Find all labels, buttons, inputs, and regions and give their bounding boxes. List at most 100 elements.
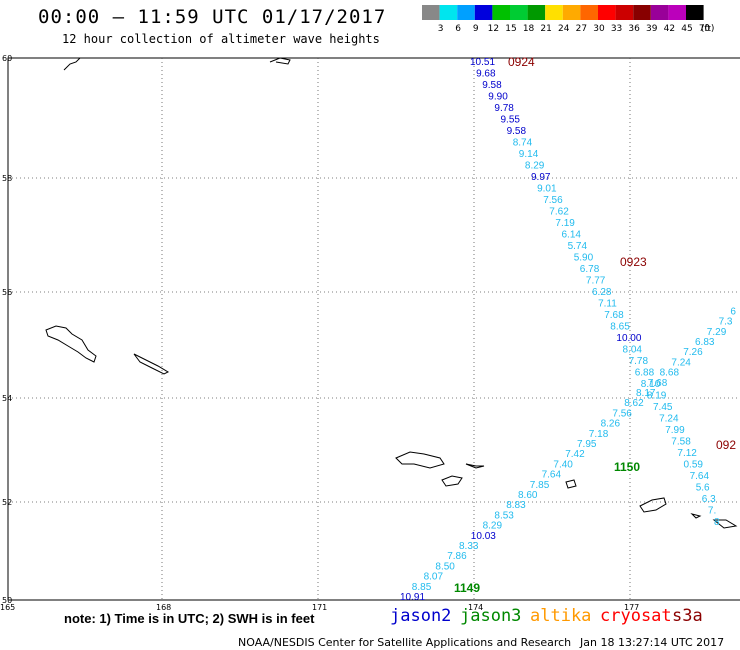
color-scale-label: 15 bbox=[505, 24, 516, 34]
color-scale-label: 70 bbox=[699, 24, 711, 34]
coastline bbox=[441, 475, 463, 487]
track-time-label: 1149 bbox=[454, 581, 480, 595]
track-value: 7.18 bbox=[589, 429, 609, 440]
track-value: 8.62 bbox=[624, 398, 644, 409]
coastline bbox=[45, 325, 97, 363]
color-swatch bbox=[474, 5, 493, 20]
track-value: 7.86 bbox=[447, 551, 467, 562]
track-time-label: 0923 bbox=[620, 255, 647, 269]
color-swatch bbox=[457, 5, 475, 20]
track-value: 7.78 bbox=[629, 356, 649, 367]
track-value: 9.58 bbox=[507, 126, 527, 137]
color-scale-label: 30 bbox=[593, 24, 605, 34]
track-value: 7.99 bbox=[665, 425, 685, 436]
track-time-label: 1150 bbox=[614, 460, 640, 474]
color-scale-label: (ft) bbox=[701, 24, 715, 34]
track-value: 5.74 bbox=[568, 241, 588, 252]
color-scale-label: 21 bbox=[540, 24, 551, 34]
color-swatch bbox=[650, 5, 669, 20]
lon-label: 168 bbox=[156, 603, 171, 612]
coastline bbox=[639, 497, 667, 513]
track-value: 5.6 bbox=[696, 483, 710, 494]
satellite-altika: altika bbox=[530, 606, 592, 626]
track-value: 7.26 bbox=[683, 347, 703, 358]
color-swatch bbox=[615, 5, 634, 20]
track-value: 7.58 bbox=[671, 437, 691, 448]
track-value: 9.14 bbox=[519, 149, 539, 160]
lat-label: 52 bbox=[2, 498, 12, 507]
color-scale-label: 24 bbox=[558, 24, 570, 34]
track-value: 8.33 bbox=[459, 541, 479, 552]
track-value: 10.00 bbox=[616, 333, 641, 344]
page-title: 00:00 – 11:59 UTC 01/17/2017 bbox=[38, 6, 387, 28]
track-value: 8.53 bbox=[494, 510, 514, 521]
track-value: 10.51 bbox=[470, 57, 495, 68]
track-value: 6.88 bbox=[635, 368, 655, 379]
track-value: 7.19 bbox=[555, 218, 575, 229]
track-value: 7.42 bbox=[565, 449, 585, 460]
color-scale-label: 18 bbox=[523, 24, 535, 34]
track-value: 7.56 bbox=[612, 408, 632, 419]
track-value: 8.04 bbox=[623, 345, 643, 356]
color-scale-label: 9 bbox=[473, 24, 479, 34]
lat-label: 50 bbox=[2, 596, 12, 605]
track-value: 8.17 bbox=[636, 388, 656, 399]
track-value: 8.29 bbox=[525, 161, 545, 172]
track-value: 10.91 bbox=[400, 592, 425, 603]
color-swatch bbox=[527, 5, 546, 20]
track-value: 6.78 bbox=[580, 264, 600, 275]
track-value: 8.07 bbox=[424, 572, 444, 583]
track-value: 7.29 bbox=[707, 327, 727, 338]
color-swatch bbox=[562, 5, 581, 20]
color-swatch bbox=[668, 5, 686, 20]
color-swatch bbox=[580, 5, 598, 20]
track-value: 6.3 bbox=[702, 494, 716, 505]
coastline bbox=[690, 513, 702, 519]
track-value: 7.24 bbox=[659, 414, 679, 425]
color-scale-label: 45 bbox=[681, 24, 692, 34]
footer-timestamp: Jan 18 13:27:14 UTC 2017 bbox=[580, 636, 725, 649]
track-value: 6.14 bbox=[562, 230, 582, 241]
track-value: 7.85 bbox=[530, 480, 550, 491]
color-swatch bbox=[686, 5, 704, 20]
coastline bbox=[465, 463, 485, 469]
color-swatch bbox=[439, 5, 458, 20]
satellite-jason3: jason3 bbox=[460, 606, 522, 626]
track-value: 9.58 bbox=[482, 80, 502, 91]
coastline bbox=[565, 479, 577, 489]
track-time-label: 0924 bbox=[508, 55, 535, 69]
legend-note: note: 1) Time is in UTC; 2) SWH is in fe… bbox=[64, 611, 315, 626]
lat-label: 58 bbox=[2, 174, 12, 183]
track-value: 9.68 bbox=[476, 69, 496, 80]
coastline bbox=[63, 57, 81, 71]
track-value: 5.90 bbox=[574, 253, 594, 264]
track-value: 8.19 bbox=[647, 391, 667, 402]
track-value: 7.45 bbox=[653, 402, 673, 413]
color-swatch bbox=[422, 5, 440, 20]
track-value: 8.29 bbox=[483, 521, 503, 532]
track-value: 7. bbox=[708, 506, 716, 517]
coastline bbox=[712, 519, 738, 529]
track-value: 8.10 bbox=[641, 379, 661, 390]
satellite-jason2: jason2 bbox=[390, 606, 452, 626]
track-value: 8.50 bbox=[435, 561, 455, 572]
lon-label: 174 bbox=[468, 603, 483, 612]
coastline bbox=[269, 57, 291, 65]
track-value: 7.62 bbox=[549, 207, 569, 218]
track-value: 7.11 bbox=[598, 299, 617, 310]
satellite-s3a: s3a bbox=[672, 606, 703, 626]
track-time-label: 092 bbox=[716, 438, 736, 452]
track-value: 7.24 bbox=[671, 357, 691, 368]
satellite-cryosat: cryosat bbox=[600, 606, 672, 626]
track-value: 7.40 bbox=[553, 459, 573, 470]
track-value: 7.12 bbox=[677, 448, 697, 459]
track-value: 7.3 bbox=[719, 317, 733, 328]
color-scale-label: 42 bbox=[664, 24, 675, 34]
track-value: 9.78 bbox=[494, 103, 514, 114]
color-swatch bbox=[492, 5, 510, 20]
track-value: 8.68 bbox=[660, 368, 680, 379]
track-value: 8.65 bbox=[610, 322, 630, 333]
color-swatch bbox=[598, 5, 616, 20]
color-scale-label: 3 bbox=[438, 24, 444, 34]
